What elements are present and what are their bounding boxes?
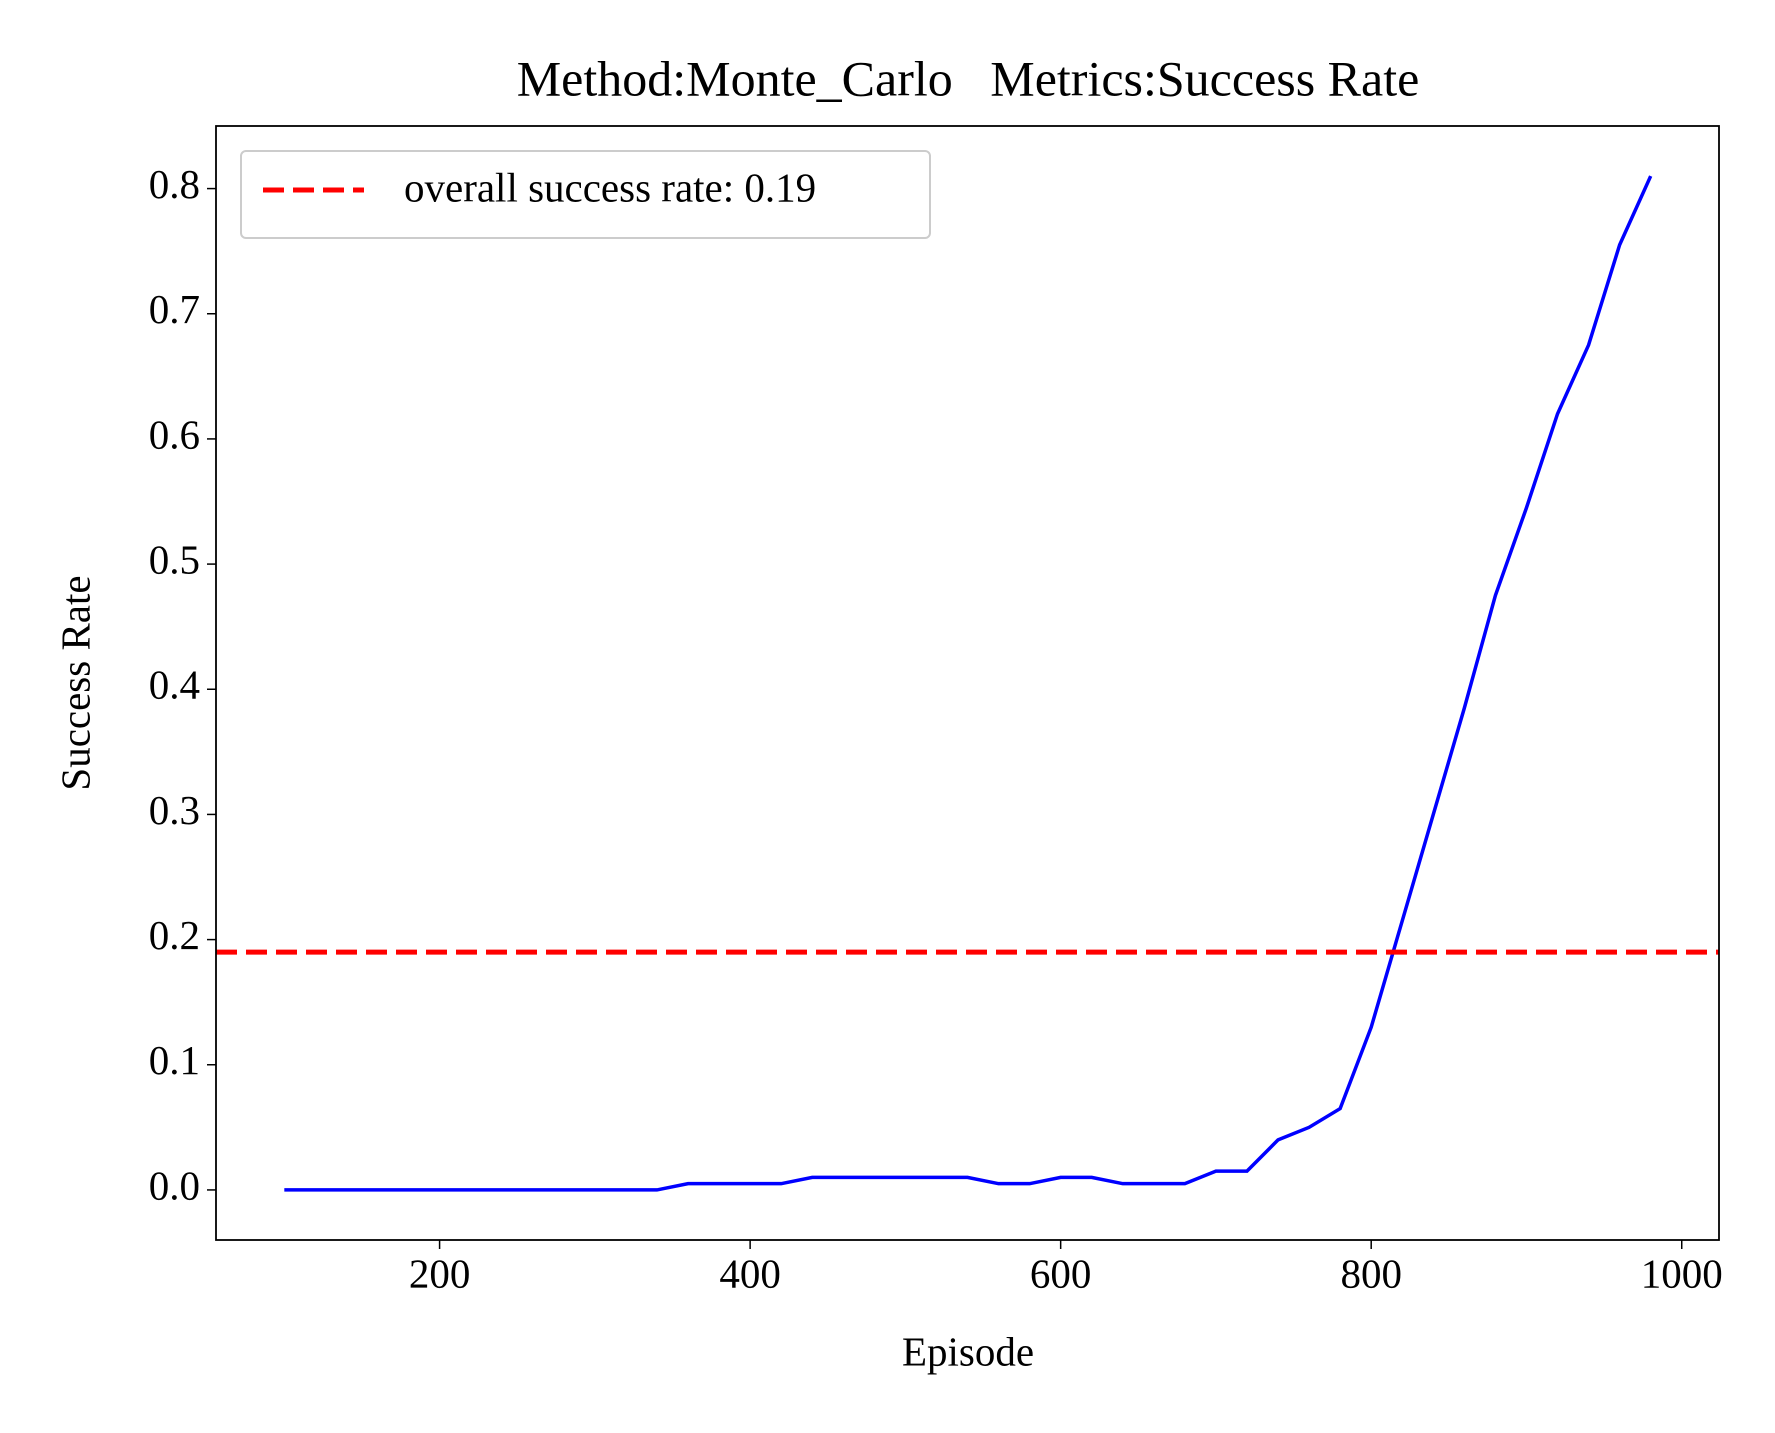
y-axis-label: Success Rate: [52, 575, 98, 790]
legend-label: overall success rate: 0.19: [404, 164, 816, 210]
x-tick-label: 800: [1340, 1250, 1402, 1296]
y-tick-label: 0.0: [149, 1162, 200, 1208]
legend-box: [240, 150, 931, 239]
x-tick-label: 200: [409, 1250, 471, 1296]
y-tick-label: 0.8: [149, 161, 200, 207]
x-tick-label: 400: [719, 1250, 781, 1296]
y-tick-label: 0.3: [149, 787, 200, 833]
plot-frame: [215, 125, 1720, 1241]
y-tick-label: 0.5: [149, 536, 200, 582]
y-tick-label: 0.2: [149, 912, 200, 958]
x-axis-label: Episode: [902, 1328, 1034, 1374]
y-tick-label: 0.7: [149, 286, 200, 332]
y-tick-label: 0.1: [149, 1037, 200, 1083]
data-line: [284, 175, 1653, 1192]
chart-title: Method:Monte_Carlo Metrics:Success Rate: [517, 50, 1420, 106]
x-tick-label: 600: [1030, 1250, 1092, 1296]
y-tick-label: 0.6: [149, 411, 200, 457]
y-tick-label: 0.4: [149, 662, 200, 708]
x-tick-label: 1000: [1641, 1250, 1723, 1296]
